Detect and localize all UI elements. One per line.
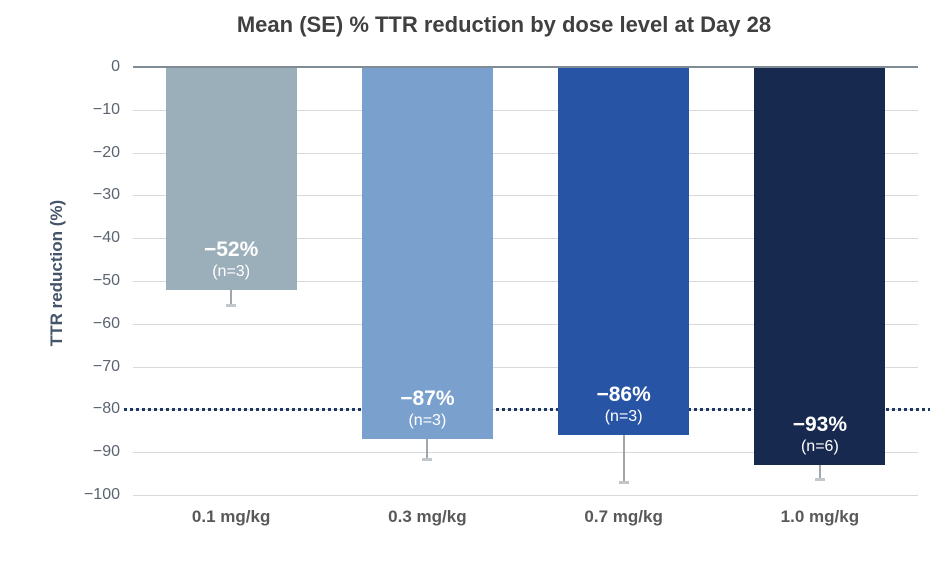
bar-labels: −87% (n=3) <box>362 386 493 431</box>
gridline <box>133 452 918 454</box>
bar-n-label: (n=6) <box>800 438 839 456</box>
y-tick-label: −60 <box>92 314 120 332</box>
gridline <box>133 366 918 368</box>
x-axis-label: 1.0 mg/kg <box>780 507 860 526</box>
bar-value-label: −52% <box>203 237 259 261</box>
gridline <box>133 495 918 496</box>
reference-dotted-line <box>124 408 930 412</box>
bar-labels: −52% (n=3) <box>166 237 297 282</box>
gridline <box>133 323 918 325</box>
bar-labels: −86% (n=3) <box>558 382 689 427</box>
y-tick-label: −90 <box>92 443 120 461</box>
x-axis-label: 0.7 mg/kg <box>584 507 663 526</box>
error-bar <box>426 439 429 459</box>
x-axis-label: 0.3 mg/kg <box>388 507 467 526</box>
y-tick-label: −10 <box>92 100 120 118</box>
bar-value-label: −87% <box>400 387 455 411</box>
bar-n-label: (n=3) <box>408 412 447 430</box>
bar-value-label: −86% <box>596 383 651 407</box>
gridline <box>133 195 918 197</box>
y-tick-label: −80 <box>92 400 120 418</box>
y-tick-label: −70 <box>92 357 120 375</box>
bar: −52% (n=3) <box>165 68 297 290</box>
bar-value-label: −93% <box>792 413 848 437</box>
gridline <box>133 281 918 282</box>
y-tick-label: −30 <box>92 186 120 204</box>
y-tick-label: −100 <box>83 486 120 503</box>
error-bar-cap <box>618 480 629 484</box>
bar: −86% (n=3) <box>558 68 690 436</box>
error-bar <box>622 435 625 482</box>
zero-axis-line <box>133 66 918 68</box>
error-bar-cap <box>814 478 825 482</box>
x-axis-label: 0.1 mg/kg <box>191 507 271 526</box>
gridline <box>133 152 918 154</box>
bar-n-label: (n=3) <box>604 408 643 426</box>
error-bar <box>818 465 821 480</box>
bar: −87% (n=3) <box>361 68 493 440</box>
error-bar-cap <box>226 303 237 307</box>
y-tick-label: −50 <box>92 272 120 289</box>
error-bar-cap <box>422 457 433 461</box>
bar: −93% (n=6) <box>754 68 886 466</box>
y-tick-label: −20 <box>92 143 120 161</box>
y-tick-label: −40 <box>92 229 120 247</box>
bar-n-label: (n=3) <box>212 262 251 280</box>
chart-title: Mean (SE) % TTR reduction by dose level … <box>236 12 772 37</box>
bar-labels: −93% (n=6) <box>754 412 885 457</box>
y-tick-label: 0 <box>111 58 120 75</box>
gridline <box>133 109 918 111</box>
gridline <box>133 238 918 240</box>
error-bar <box>230 289 233 305</box>
